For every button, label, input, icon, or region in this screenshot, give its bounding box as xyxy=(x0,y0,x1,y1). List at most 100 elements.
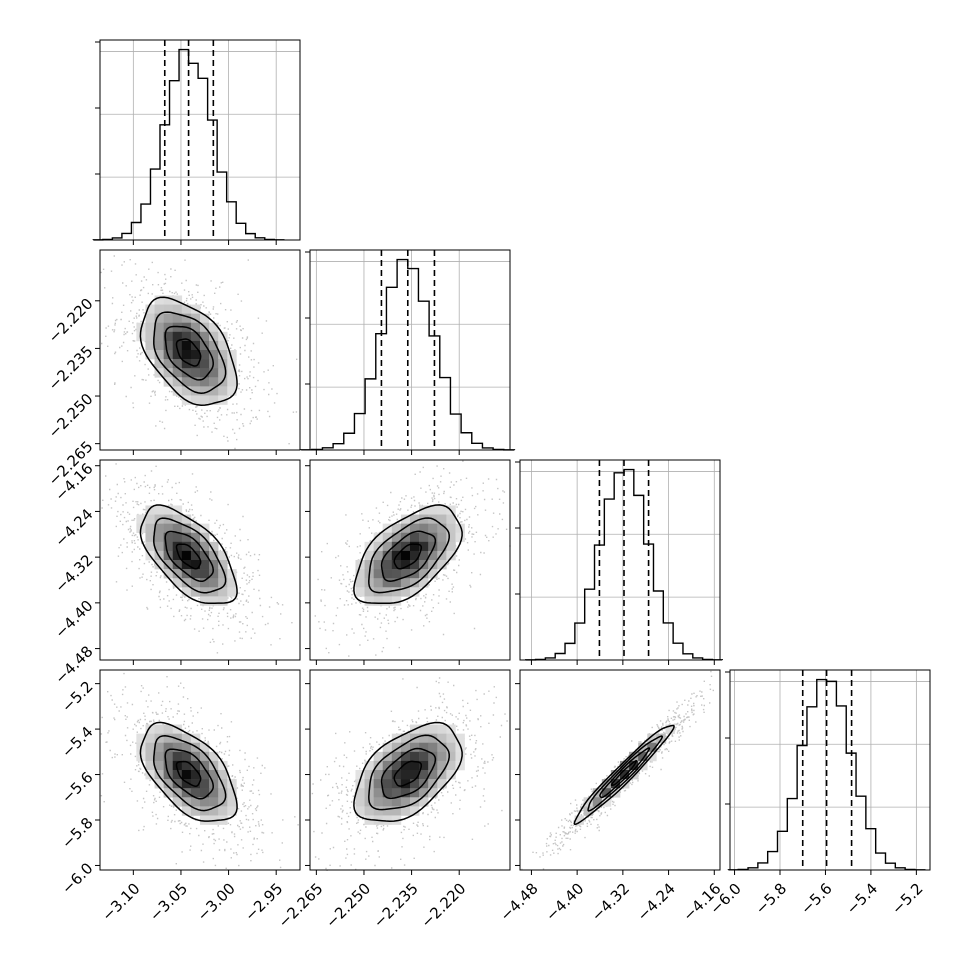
density-cell xyxy=(227,386,237,396)
contour-line-1 xyxy=(380,747,437,800)
density-cell xyxy=(190,368,201,378)
density-cell xyxy=(154,724,164,734)
joint-panel-0-3: −3.10 −3.05 −3.00 −2.95−5.2−5.4−5.6−5.8−6.0 xyxy=(58,669,301,925)
x-tick-label: −5.8 xyxy=(752,880,790,918)
density-cell xyxy=(181,742,192,753)
density-cell xyxy=(455,742,465,753)
density-cell xyxy=(200,815,210,825)
density-cell xyxy=(428,560,438,570)
density-cell xyxy=(218,596,228,606)
density-cell xyxy=(209,331,219,342)
density-cell xyxy=(163,742,174,753)
density-cell xyxy=(209,578,219,588)
density-cell xyxy=(154,742,164,753)
density-cell xyxy=(163,532,174,543)
density-cell xyxy=(410,797,420,807)
density-cell xyxy=(400,587,411,597)
density-cell xyxy=(209,569,219,579)
density-cell xyxy=(419,505,429,515)
density-cell xyxy=(200,359,210,369)
density-cell xyxy=(382,742,393,753)
density-cell xyxy=(391,770,402,780)
density-cell xyxy=(154,532,164,543)
density-cell xyxy=(172,386,183,396)
density-cell xyxy=(355,578,365,588)
density-cell xyxy=(145,350,155,360)
density-cell xyxy=(200,560,210,570)
density-cell xyxy=(145,523,155,534)
density-cell xyxy=(190,340,201,351)
density-cell xyxy=(154,523,164,534)
density-cell xyxy=(428,733,438,744)
x-tick-label: −3.05 xyxy=(146,880,191,925)
density-cell xyxy=(200,751,210,762)
density-cell xyxy=(190,578,201,588)
density-cell xyxy=(428,532,438,543)
x-tick-label: −5.6 xyxy=(797,880,835,918)
density-cell xyxy=(172,340,183,351)
density-cell xyxy=(172,514,183,524)
density-cell xyxy=(410,806,420,816)
density-cell xyxy=(218,569,228,579)
density-cell xyxy=(583,797,594,807)
density-cell xyxy=(410,760,420,771)
density-cell xyxy=(410,560,420,570)
density-cell xyxy=(419,788,429,798)
density-cell xyxy=(218,578,228,588)
density-cell xyxy=(209,368,219,378)
density-cell xyxy=(218,386,228,396)
density-cell xyxy=(209,350,219,360)
contour-line-3 xyxy=(139,296,238,407)
density-cell xyxy=(437,760,447,771)
density-cell xyxy=(428,505,438,515)
density-cell xyxy=(154,733,164,744)
axes-frame xyxy=(99,249,301,451)
density-cell xyxy=(172,359,183,369)
density-cell xyxy=(382,578,393,588)
y-tick-label: −2.235 xyxy=(45,342,97,394)
contour-line-2 xyxy=(153,517,227,594)
density-cell xyxy=(218,587,228,597)
axes-frame xyxy=(519,459,721,661)
density-cell xyxy=(181,313,192,324)
density-cell xyxy=(163,377,174,387)
joint-panel-0-1: −2.220−2.235−2.250−2.265 xyxy=(45,249,301,489)
x-tick-label: −2.250 xyxy=(322,880,374,932)
density-cell xyxy=(163,788,174,798)
density-cell xyxy=(154,331,164,342)
density-cell xyxy=(382,815,393,825)
density-cell xyxy=(209,322,219,333)
density-cell xyxy=(163,751,174,762)
density-cell xyxy=(364,806,374,816)
density-cell xyxy=(163,733,174,744)
contour-line-1 xyxy=(599,747,651,799)
density-cell xyxy=(419,751,429,762)
density-cell xyxy=(419,760,429,771)
density-cell xyxy=(209,806,219,816)
density-cell xyxy=(163,560,174,570)
density-cell xyxy=(437,505,447,515)
density-cell xyxy=(218,359,228,369)
density-cell xyxy=(419,578,429,588)
density-cell xyxy=(227,806,237,816)
density-cell xyxy=(419,742,429,753)
density-cell xyxy=(419,724,429,734)
density-cell xyxy=(455,751,465,762)
density-cell xyxy=(410,541,420,552)
density-cell xyxy=(227,587,237,597)
density-cell xyxy=(373,560,384,570)
density-cell xyxy=(373,770,384,780)
density-cell xyxy=(437,560,447,570)
x-tick-label: −4.40 xyxy=(542,880,587,925)
density-cell xyxy=(400,770,411,780)
density-cell xyxy=(373,541,384,552)
scatter-points xyxy=(521,670,714,871)
x-tick-label: −4.32 xyxy=(588,880,633,925)
density-cell xyxy=(172,724,183,734)
density-cell xyxy=(227,377,237,387)
density-cell xyxy=(163,295,174,305)
density-cell xyxy=(610,770,621,780)
density-cell xyxy=(163,313,174,324)
density-cell xyxy=(446,760,456,771)
x-tick-label: −2.235 xyxy=(370,880,422,932)
